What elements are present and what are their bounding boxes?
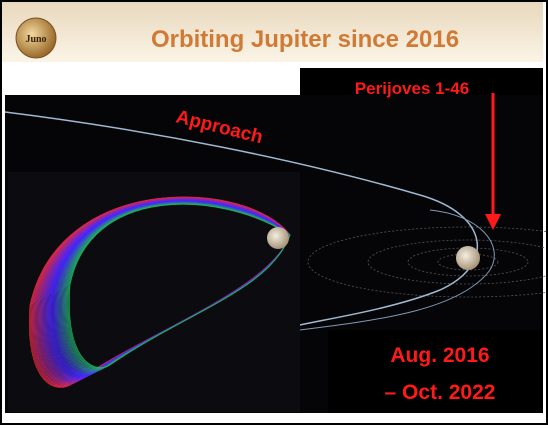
title: Orbiting Jupiter since 2016 [151,26,459,53]
jupiter [267,227,289,249]
perijoves-label: Perijoves 1-46 [355,79,469,98]
logo-text: Juno [25,34,46,45]
date-end: – Oct. 2022 [385,381,496,404]
date-start: Aug. 2016 [390,344,489,367]
slide: Juno Orbiting Jupiter since 2016 Approac… [0,0,548,425]
jupiter [456,246,480,270]
